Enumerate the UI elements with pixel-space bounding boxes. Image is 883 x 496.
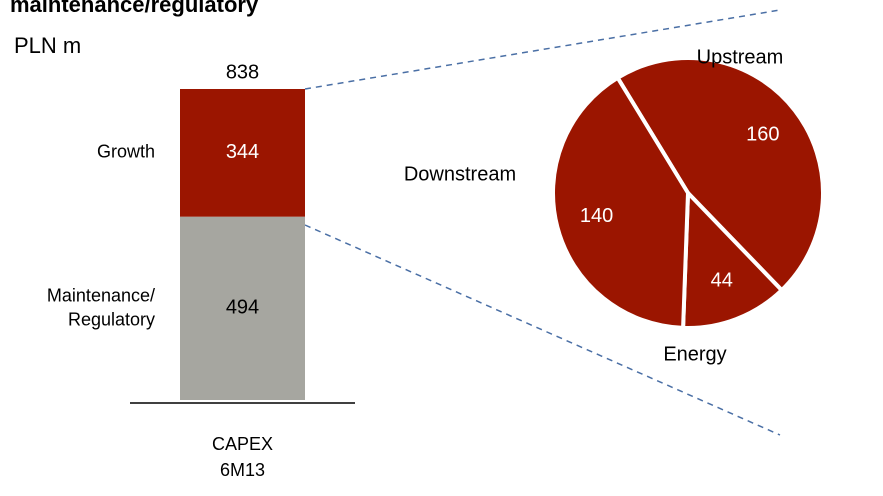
slice-label: Upstream: [697, 46, 784, 68]
pie-slice: [681, 191, 784, 330]
bar-segment: [180, 216, 305, 400]
pie-slice: [615, 56, 825, 293]
bar-segment: [180, 89, 305, 217]
data-label: 344: [226, 141, 259, 163]
x-tick-label: CAPEX 6M13: [212, 434, 273, 480]
data-label: 160: [746, 124, 779, 146]
total-label: 838: [226, 61, 259, 83]
chart-subtitle: PLN m: [14, 33, 81, 58]
pie-slice: [551, 75, 690, 330]
connector-line: [304, 224, 781, 436]
legend-label: Growth: [97, 142, 155, 162]
connector-line: [304, 9, 781, 90]
chart-title: maintenance/regulatory: [10, 0, 259, 17]
slice-label: Energy: [663, 343, 726, 365]
legend-label: Maintenance/Regulatory: [47, 285, 155, 329]
data-label: 494: [226, 297, 259, 319]
data-label: 140: [580, 205, 613, 227]
data-label: 44: [711, 270, 733, 292]
slice-label: Downstream: [404, 163, 516, 185]
